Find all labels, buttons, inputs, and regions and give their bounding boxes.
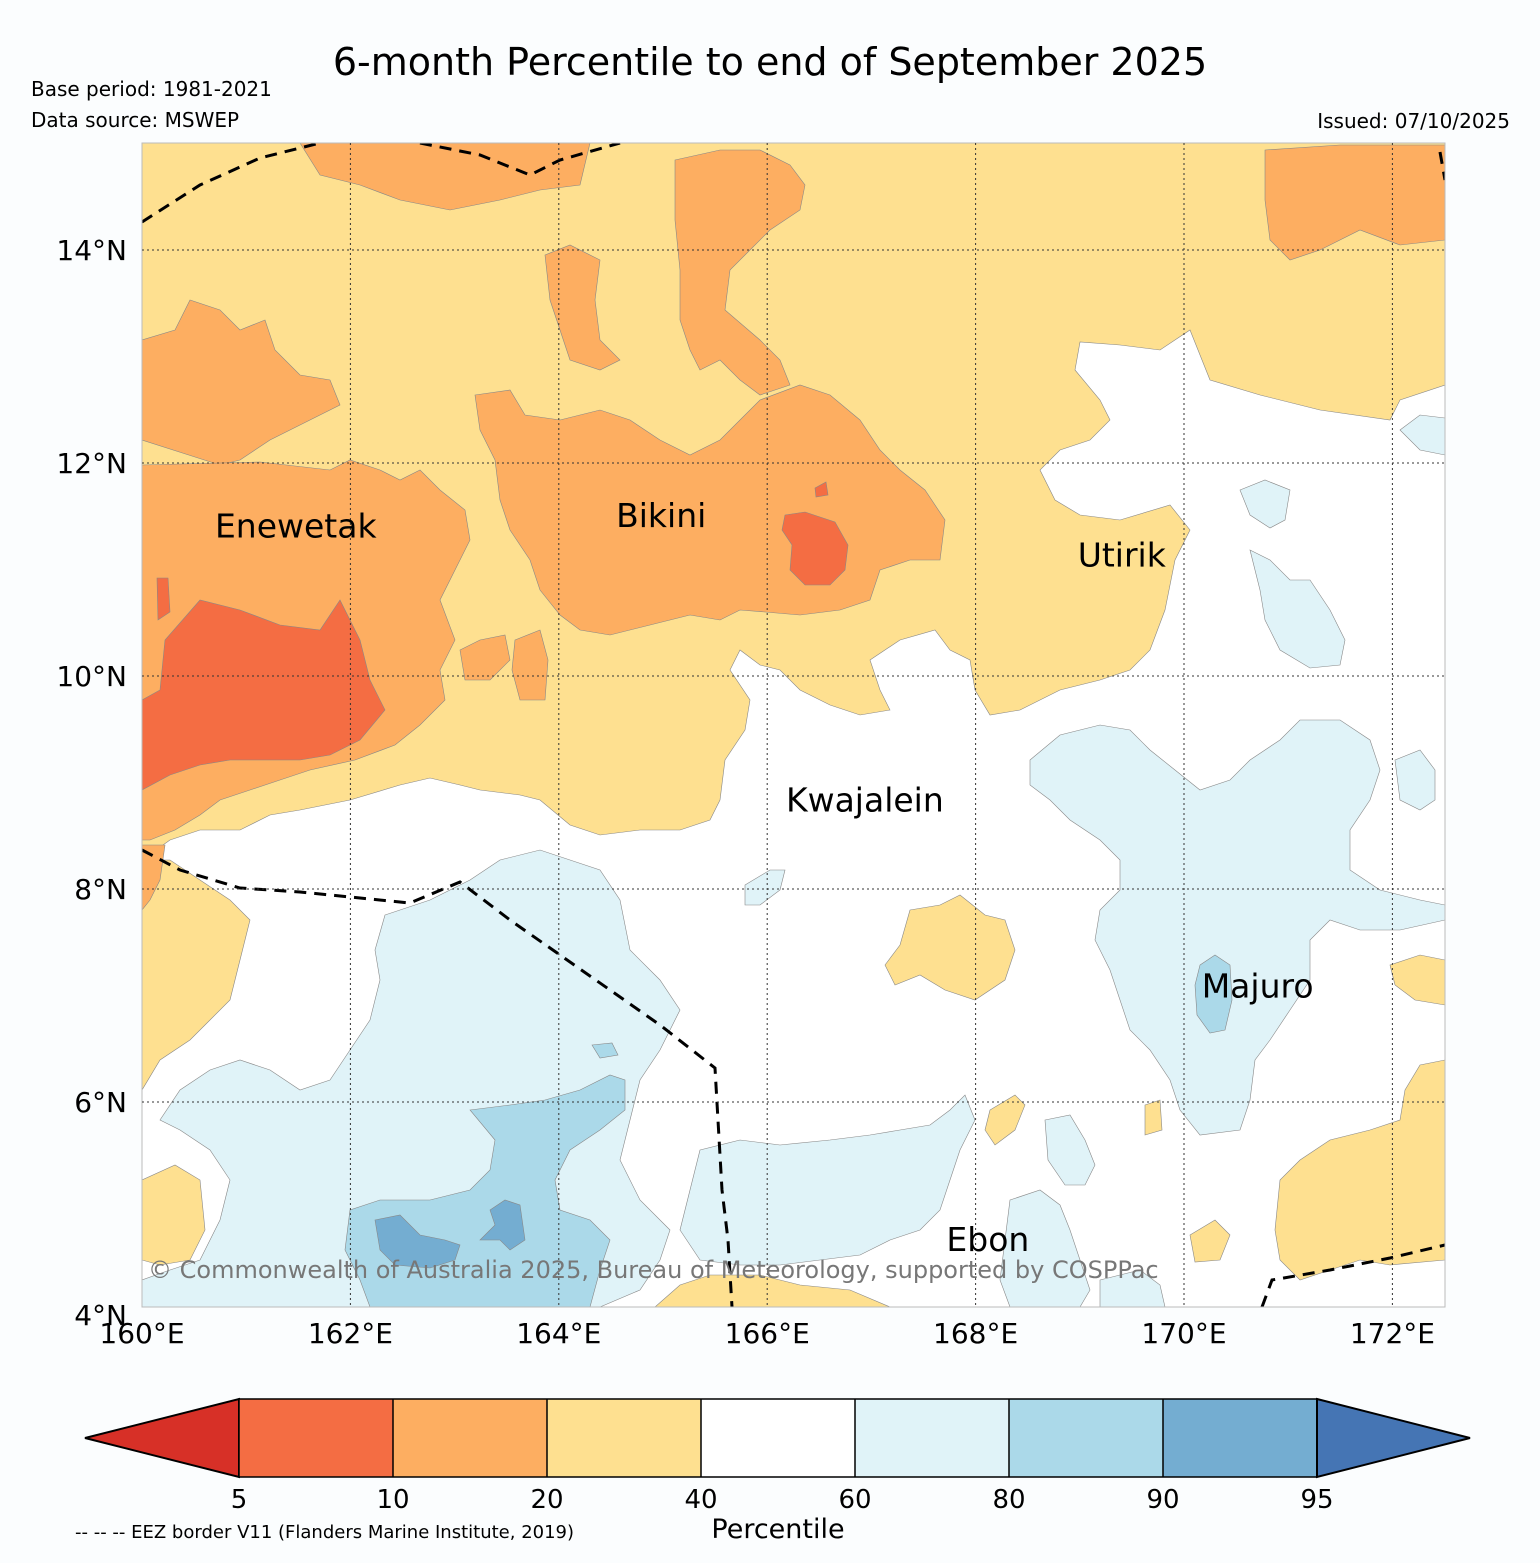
map-plot-area	[142, 143, 1445, 1307]
region-60-80-ebon	[999, 1189, 1091, 1307]
region-20-40-east	[1389, 954, 1445, 1006]
data-source-label: Data source: MSWEP	[31, 108, 240, 132]
copyright-text: © Commonwealth of Australia 2025, Bureau…	[148, 1256, 1159, 1284]
latitude-labels: 14°N 12°N 10°N 8°N 6°N 4°N	[56, 234, 127, 1332]
colorbar-5-10	[239, 1399, 393, 1477]
region-60-80-ebon2	[1044, 1114, 1096, 1186]
region-5-10-west-patch	[156, 577, 171, 621]
lat-label: 6°N	[74, 1086, 127, 1119]
lon-label: 164°E	[516, 1317, 601, 1350]
region-10-20-northeast	[1264, 144, 1445, 261]
region-20-40-southeast	[1274, 1059, 1445, 1281]
place-label-enewetak: Enewetak	[215, 507, 378, 546]
graticule-lines	[142, 143, 1445, 1307]
colorbar-60-80	[855, 1399, 1009, 1477]
region-20-40-ebon-west	[984, 1094, 1026, 1146]
region-60-80-northeast	[1399, 414, 1445, 456]
region-20-40-ebon-east	[1144, 1099, 1163, 1136]
lat-label: 10°N	[56, 660, 127, 693]
region-60-80-mid	[744, 869, 786, 906]
region-20-40-south-east2	[1189, 1219, 1231, 1263]
map-frame	[141, 142, 1446, 1308]
colorbar-tick-label: 10	[376, 1485, 409, 1515]
colorbar-below-5	[84, 1397, 240, 1479]
colorbar-tick-label: 80	[992, 1485, 1025, 1515]
region-10-20-small2	[511, 629, 549, 701]
place-label-majuro: Majuro	[1202, 967, 1314, 1006]
lat-label: 4°N	[74, 1299, 127, 1332]
lat-label: 14°N	[56, 234, 127, 267]
colorbar-tick-label: 20	[530, 1485, 563, 1515]
colorbar-title: Percentile	[711, 1514, 844, 1545]
colorbar-tick-label: 90	[1146, 1485, 1179, 1515]
place-labels: Enewetak Bikini Utirik Kwajalein Majuro Ebon	[215, 496, 1314, 1259]
region-20-40-west	[142, 859, 251, 1091]
region-60-80-east2	[1239, 479, 1291, 529]
colorbar-80-90	[1009, 1399, 1163, 1477]
issued-date-label: Issued: 07/10/2025	[1317, 109, 1510, 133]
colorbar-20-40	[547, 1399, 701, 1477]
lat-label: 12°N	[56, 447, 127, 480]
place-label-utirik: Utirik	[1078, 535, 1167, 574]
colorbar: 5 10 20 40 60 80 90 95 Percentile	[84, 1397, 1471, 1545]
region-20-40-central	[884, 894, 1016, 1001]
region-20-40-southwest	[142, 1164, 206, 1266]
region-90-95-2	[479, 1199, 526, 1251]
place-label-bikini: Bikini	[616, 496, 706, 535]
colorbar-90-95	[1163, 1399, 1317, 1477]
region-60-80-east	[1249, 549, 1346, 669]
lon-label: 166°E	[725, 1317, 810, 1350]
lon-label: 172°E	[1350, 1317, 1435, 1350]
colorbar-tick-label: 5	[231, 1485, 248, 1515]
region-10-20-small	[459, 634, 511, 681]
region-5-10-west	[142, 599, 386, 791]
region-60-80-south-strip	[1099, 1269, 1166, 1307]
region-20-40-south	[654, 1274, 891, 1307]
region-10-20-north	[299, 143, 591, 211]
region-60-80-east3	[1394, 749, 1436, 811]
colorbar-tick-label: 60	[838, 1485, 871, 1515]
region-10-20-north-central	[674, 149, 806, 396]
region-5-10-central	[781, 511, 849, 586]
region-60-80-majuro	[1029, 719, 1445, 1136]
region-5-10-small	[814, 481, 829, 498]
lon-label: 160°E	[99, 1317, 184, 1350]
lon-label: 162°E	[308, 1317, 393, 1350]
lat-label: 8°N	[74, 873, 127, 906]
eez-border-lines	[142, 143, 1445, 1307]
region-60-80-south	[679, 1094, 976, 1266]
lon-label: 170°E	[1141, 1317, 1226, 1350]
region-10-20-west-edge	[142, 844, 166, 911]
place-label-kwajalein: Kwajalein	[786, 780, 944, 819]
colorbar-tick-label: 95	[1300, 1485, 1333, 1515]
region-10-20-mid	[544, 244, 621, 371]
longitude-labels: 160°E 162°E 164°E 166°E 168°E 170°E 172°E	[99, 1317, 1435, 1350]
eez-note: -- -- -- EEZ border V11 (Flanders Marine…	[75, 1522, 575, 1543]
colorbar-above-95	[1316, 1397, 1471, 1479]
lon-label: 168°E	[933, 1317, 1018, 1350]
map-title: 6-month Percentile to end of September 2…	[332, 40, 1208, 84]
place-label-ebon: Ebon	[946, 1220, 1029, 1259]
region-90-95	[374, 1214, 461, 1269]
region-80-90-small	[591, 1042, 619, 1059]
region-80-90-majuro	[1194, 954, 1233, 1034]
colorbar-10-20	[393, 1399, 547, 1477]
colorbar-tick-label: 40	[684, 1485, 717, 1515]
colorbar-40-60	[701, 1399, 855, 1477]
base-period-label: Base period: 1981-2021	[31, 77, 272, 101]
